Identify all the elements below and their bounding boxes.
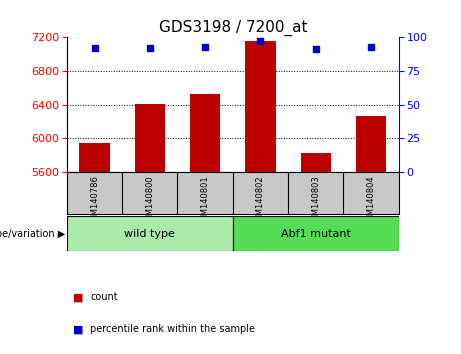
Bar xyxy=(135,104,165,172)
Title: GDS3198 / 7200_at: GDS3198 / 7200_at xyxy=(159,19,307,36)
Text: count: count xyxy=(90,292,118,302)
Text: GSM140786: GSM140786 xyxy=(90,175,99,226)
Text: Abf1 mutant: Abf1 mutant xyxy=(281,229,351,239)
Bar xyxy=(301,154,331,172)
Bar xyxy=(67,216,233,251)
Text: ■: ■ xyxy=(73,324,84,334)
Text: GSM140801: GSM140801 xyxy=(201,175,210,226)
Bar xyxy=(245,41,276,172)
Text: percentile rank within the sample: percentile rank within the sample xyxy=(90,324,255,334)
Text: ■: ■ xyxy=(73,292,84,302)
Bar xyxy=(356,115,386,172)
Bar xyxy=(190,94,220,172)
Bar xyxy=(233,216,399,251)
Bar xyxy=(79,143,110,172)
Text: genotype/variation ▶: genotype/variation ▶ xyxy=(0,229,66,239)
Text: GSM140803: GSM140803 xyxy=(311,175,320,226)
Text: wild type: wild type xyxy=(124,229,175,239)
Text: GSM140802: GSM140802 xyxy=(256,175,265,226)
Text: GSM140800: GSM140800 xyxy=(145,175,154,226)
Text: GSM140804: GSM140804 xyxy=(366,175,376,226)
